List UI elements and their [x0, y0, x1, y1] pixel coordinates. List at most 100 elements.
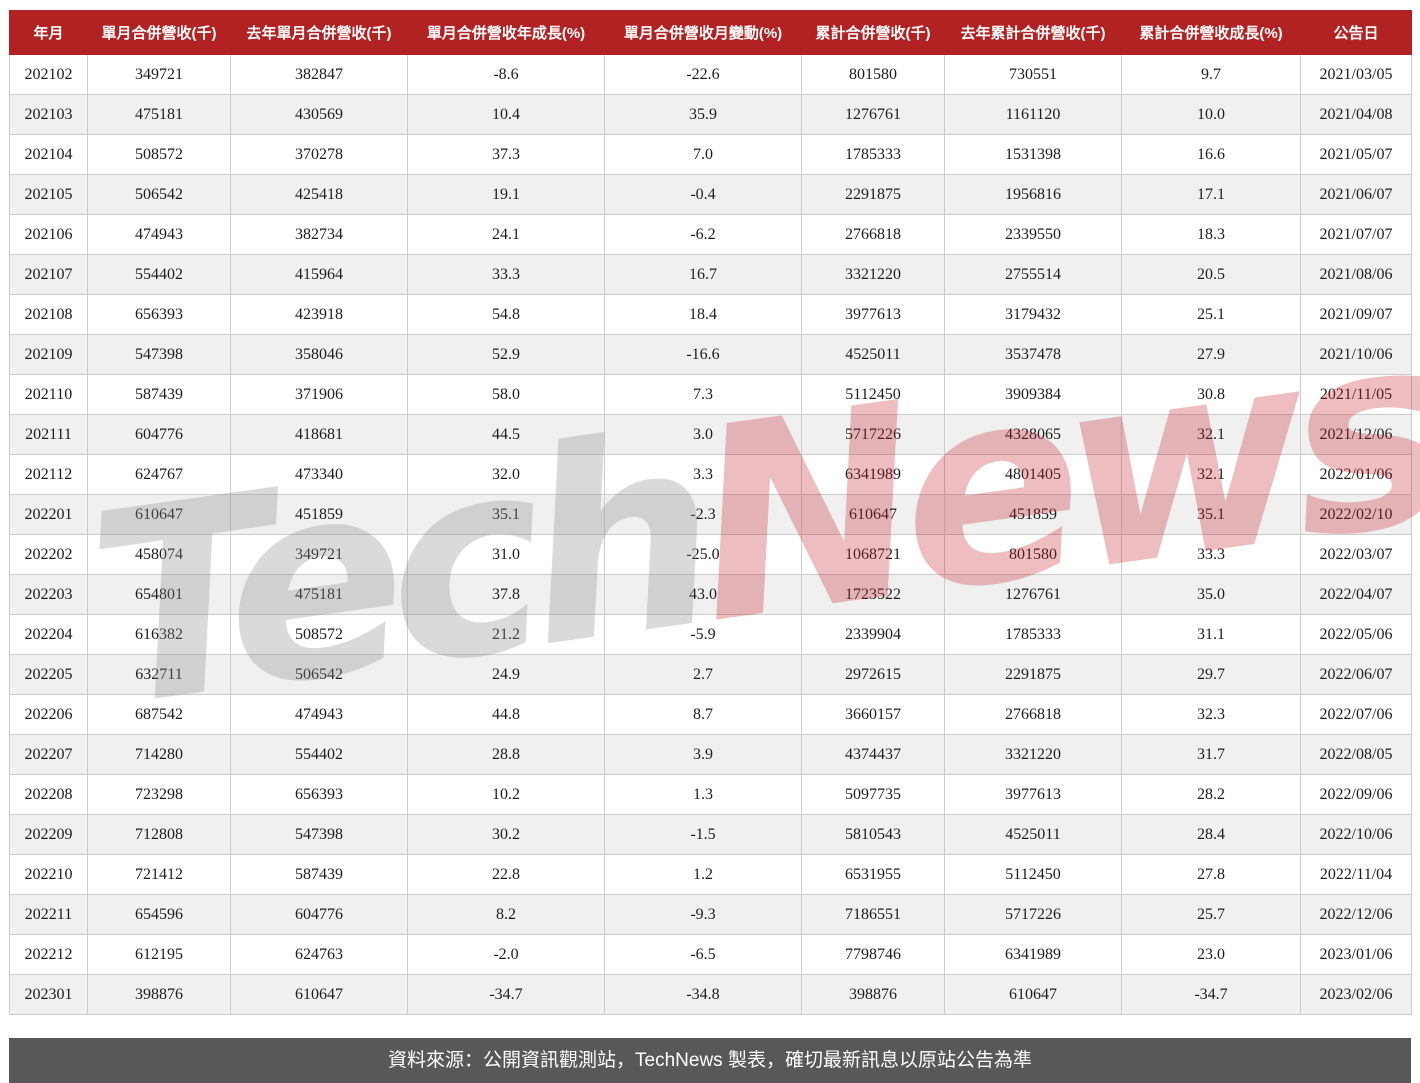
- cell-monthly-revenue: 398876: [87, 974, 231, 1015]
- cell-mom-change: 1.3: [604, 774, 802, 815]
- cell-monthly-revenue: 723298: [87, 774, 231, 815]
- cell-announce-date: 2021/09/07: [1300, 294, 1412, 335]
- cell-last-year-cumulative-revenue: 5112450: [944, 854, 1122, 895]
- cell-last-year-cumulative-revenue: 3909384: [944, 374, 1122, 415]
- source-footer-text: 資料來源：公開資訊觀測站，TechNews 製表，確切最新訊息以原站公告為準: [388, 1050, 1032, 1071]
- cell-announce-date: 2021/03/05: [1300, 54, 1412, 95]
- cell-mom-change: 3.9: [604, 734, 802, 775]
- table-row: 202203 654801 475181 37.8 43.0 1723522 1276761…: [9, 574, 1412, 615]
- cell-mom-change: -9.3: [604, 894, 802, 935]
- cell-yoy-growth: 58.0: [407, 374, 605, 415]
- cell-cumulative-revenue: 2339904: [801, 614, 945, 655]
- cell-yoy-growth: 22.8: [407, 854, 605, 895]
- cell-yoy-growth: -34.7: [407, 974, 605, 1015]
- cell-monthly-revenue: 475181: [87, 94, 231, 135]
- cell-cumulative-revenue: 6531955: [801, 854, 945, 895]
- cell-last-year-cumulative-revenue: 3321220: [944, 734, 1122, 775]
- cell-cumulative-revenue: 5717226: [801, 414, 945, 455]
- cell-monthly-revenue: 616382: [87, 614, 231, 655]
- cell-year-month: 202211: [9, 894, 88, 935]
- table-row: 202204 616382 508572 21.2 -5.9 2339904 1785333…: [9, 614, 1412, 655]
- cell-cumulative-growth: 32.1: [1121, 414, 1301, 455]
- cell-cumulative-revenue: 2766818: [801, 214, 945, 255]
- cell-announce-date: 2023/02/06: [1300, 974, 1412, 1015]
- cell-yoy-growth: 10.2: [407, 774, 605, 815]
- cell-cumulative-growth: 30.8: [1121, 374, 1301, 415]
- cell-monthly-revenue: 554402: [87, 254, 231, 295]
- cell-yoy-growth: 52.9: [407, 334, 605, 375]
- table-row: 202206 687542 474943 44.8 8.7 3660157 2766818 3…: [9, 694, 1412, 735]
- cell-year-month: 202301: [9, 974, 88, 1015]
- cell-last-year-monthly-revenue: 370278: [230, 134, 408, 175]
- cell-cumulative-growth: 29.7: [1121, 654, 1301, 695]
- table-row: 202212 612195 624763 -2.0 -6.5 7798746 6341989…: [9, 934, 1412, 975]
- cell-announce-date: 2022/06/07: [1300, 654, 1412, 695]
- cell-cumulative-revenue: 3660157: [801, 694, 945, 735]
- cell-last-year-monthly-revenue: 415964: [230, 254, 408, 295]
- table-row: 202111 604776 418681 44.5 3.0 5717226 4328065 3…: [9, 414, 1412, 455]
- table-row: 202110 587439 371906 58.0 7.3 5112450 3909384 3…: [9, 374, 1412, 415]
- cell-monthly-revenue: 604776: [87, 414, 231, 455]
- table-row: 202112 624767 473340 32.0 3.3 6341989 4801405 3…: [9, 454, 1412, 495]
- table-row: 202205 632711 506542 24.9 2.7 2972615 2291875 2…: [9, 654, 1412, 695]
- cell-mom-change: -1.5: [604, 814, 802, 855]
- cell-year-month: 202106: [9, 214, 88, 255]
- cell-mom-change: -25.0: [604, 534, 802, 575]
- cell-cumulative-growth: 27.8: [1121, 854, 1301, 895]
- cell-announce-date: 2021/08/06: [1300, 254, 1412, 295]
- table-row: 202103 475181 430569 10.4 35.9 1276761 1161120…: [9, 94, 1412, 135]
- cell-monthly-revenue: 508572: [87, 134, 231, 175]
- cell-last-year-cumulative-revenue: 4328065: [944, 414, 1122, 455]
- cell-mom-change: -6.5: [604, 934, 802, 975]
- cell-cumulative-growth: 20.5: [1121, 254, 1301, 295]
- cell-cumulative-growth: 31.7: [1121, 734, 1301, 775]
- column-header-cumulative-revenue: 累計合併營收(千): [801, 10, 945, 55]
- cell-last-year-cumulative-revenue: 2339550: [944, 214, 1122, 255]
- cell-mom-change: -2.3: [604, 494, 802, 535]
- cell-yoy-growth: 54.8: [407, 294, 605, 335]
- cell-cumulative-revenue: 1723522: [801, 574, 945, 615]
- cell-last-year-monthly-revenue: 382847: [230, 54, 408, 95]
- revenue-table-page: 年月 單月合併營收(千) 去年單月合併營收(千) 單月合併營收年成長(%) 單月合併營收…: [9, 10, 1420, 1015]
- cell-cumulative-revenue: 3321220: [801, 254, 945, 295]
- table-row: 202109 547398 358046 52.9 -16.6 4525011 353747…: [9, 334, 1412, 375]
- cell-last-year-monthly-revenue: 425418: [230, 174, 408, 215]
- column-header-cumulative-growth: 累計合併營收成長(%): [1121, 10, 1301, 55]
- column-header-announce-date: 公告日: [1300, 10, 1412, 55]
- cell-last-year-monthly-revenue: 624763: [230, 934, 408, 975]
- cell-monthly-revenue: 612195: [87, 934, 231, 975]
- cell-mom-change: 18.4: [604, 294, 802, 335]
- cell-last-year-cumulative-revenue: 451859: [944, 494, 1122, 535]
- cell-announce-date: 2022/04/07: [1300, 574, 1412, 615]
- cell-announce-date: 2021/07/07: [1300, 214, 1412, 255]
- cell-year-month: 202104: [9, 134, 88, 175]
- cell-last-year-cumulative-revenue: 4801405: [944, 454, 1122, 495]
- cell-announce-date: 2021/11/05: [1300, 374, 1412, 415]
- cell-mom-change: 16.7: [604, 254, 802, 295]
- cell-yoy-growth: 32.0: [407, 454, 605, 495]
- cell-cumulative-growth: 25.1: [1121, 294, 1301, 335]
- cell-yoy-growth: 37.3: [407, 134, 605, 175]
- cell-year-month: 202107: [9, 254, 88, 295]
- cell-monthly-revenue: 714280: [87, 734, 231, 775]
- cell-last-year-monthly-revenue: 358046: [230, 334, 408, 375]
- cell-cumulative-revenue: 6341989: [801, 454, 945, 495]
- cell-mom-change: 1.2: [604, 854, 802, 895]
- cell-last-year-cumulative-revenue: 1956816: [944, 174, 1122, 215]
- cell-monthly-revenue: 506542: [87, 174, 231, 215]
- cell-monthly-revenue: 458074: [87, 534, 231, 575]
- cell-mom-change: -0.4: [604, 174, 802, 215]
- cell-announce-date: 2022/08/05: [1300, 734, 1412, 775]
- cell-last-year-cumulative-revenue: 1161120: [944, 94, 1122, 135]
- cell-last-year-monthly-revenue: 371906: [230, 374, 408, 415]
- cell-cumulative-growth: 16.6: [1121, 134, 1301, 175]
- cell-last-year-monthly-revenue: 473340: [230, 454, 408, 495]
- cell-mom-change: -16.6: [604, 334, 802, 375]
- table-row: 202301 398876 610647 -34.7 -34.8 398876 610647…: [9, 974, 1412, 1015]
- monthly-revenue-table: 年月 單月合併營收(千) 去年單月合併營收(千) 單月合併營收年成長(%) 單月合併營收…: [9, 10, 1412, 1015]
- cell-yoy-growth: -8.6: [407, 54, 605, 95]
- column-header-year-month: 年月: [9, 10, 88, 55]
- cell-year-month: 202109: [9, 334, 88, 375]
- cell-year-month: 202212: [9, 934, 88, 975]
- cell-mom-change: 8.7: [604, 694, 802, 735]
